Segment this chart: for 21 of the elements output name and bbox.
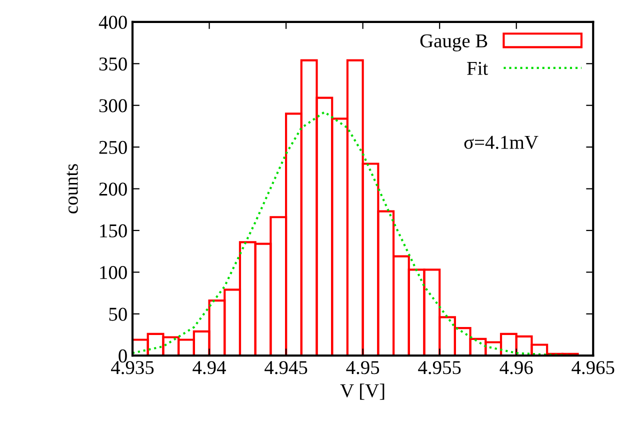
y-axis-title: counts bbox=[66, 164, 78, 214]
y-tick-label: 100 bbox=[100, 266, 127, 280]
y-tick-label: 200 bbox=[99, 182, 127, 196]
legend-label: Gauge B bbox=[420, 34, 488, 52]
y-tick-label: 400 bbox=[98, 16, 127, 29]
y-tick-label: 300 bbox=[99, 99, 127, 112]
y-tick-label: 50 bbox=[109, 308, 127, 321]
x-tick-label: 4.935 bbox=[111, 361, 154, 374]
x-tick-label: 4.96 bbox=[500, 361, 533, 374]
legend-label: Fit bbox=[467, 62, 488, 75]
x-tick-label: 4.955 bbox=[418, 361, 461, 374]
annotation: σ=4.1mV bbox=[464, 136, 538, 150]
x-tick-label: 4.95 bbox=[346, 361, 380, 374]
y-tick-label: 250 bbox=[99, 140, 127, 154]
y-tick-label: 0 bbox=[118, 349, 127, 363]
y-tick-label: 150 bbox=[100, 224, 127, 238]
x-tick-label: 4.965 bbox=[572, 361, 614, 374]
y-tick-label: 350 bbox=[99, 57, 127, 71]
x-tick-label: 4.94 bbox=[192, 361, 226, 374]
x-tick-label: 4.945 bbox=[264, 361, 308, 374]
x-axis-title: V [V] bbox=[340, 384, 384, 400]
